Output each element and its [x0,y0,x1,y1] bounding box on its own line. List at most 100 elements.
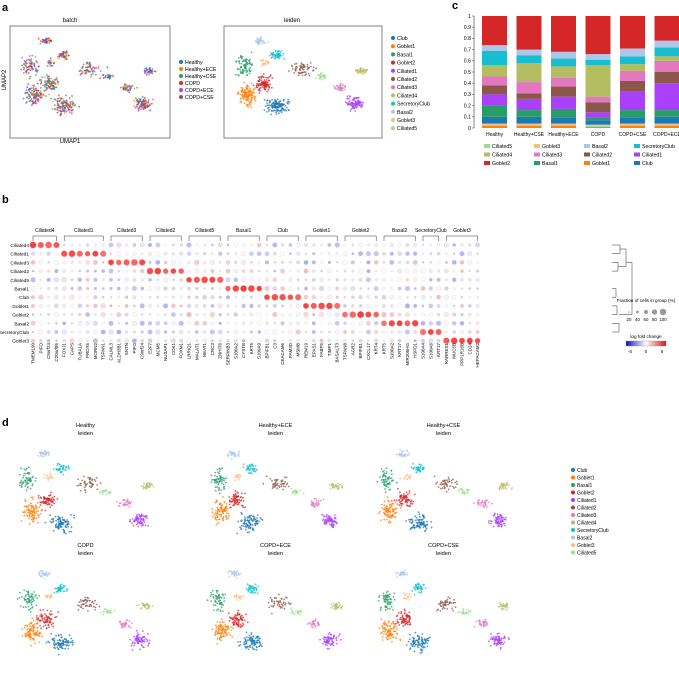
umap-point [56,497,59,500]
umap-point [141,630,144,633]
dotplot-dot [195,313,199,317]
dotplot-dot [93,329,98,335]
umap-point [237,453,240,456]
dotplot-dot [351,278,355,282]
umap-point [237,641,240,643]
dotplot-dot [141,252,144,255]
umap-point [379,510,381,513]
dotplot-dot [249,251,254,256]
umap-point [148,485,151,488]
umap-point [44,509,47,512]
umap-point [341,484,343,487]
dotplot-dot [398,339,402,343]
umap-point [18,596,21,599]
umap-point [353,104,356,106]
dotplot-gene-label: RARRES1 [444,343,449,365]
umap-point [412,467,415,470]
umap-point [36,94,39,97]
dotplot-dot [343,338,347,343]
umap-point [44,454,47,457]
umap-point [215,514,218,517]
dotplot-dot [133,304,136,308]
umap-point [142,487,145,490]
umap-point [356,101,359,103]
umap-point [257,80,259,82]
umap-point [237,492,239,494]
dotplot-dot [171,260,176,265]
umap-point [46,451,49,453]
dotplot-row-label: Ciliated1 [10,252,29,258]
umap-point [137,103,139,106]
umap-point [383,504,386,507]
dotplot-dot [349,311,357,318]
legend-label: Goblet1 [592,161,610,167]
dotplot-dot [421,304,425,308]
umap-point [25,509,28,511]
umap-point [220,480,223,483]
umap-point [105,490,107,492]
gene-group-label: Ciliated3 [117,228,137,234]
dotplot-row-label: Ciliated5 [10,278,29,284]
umap-point [246,97,249,99]
umap-point [151,102,153,105]
umap-point [35,510,38,513]
umap-point [336,486,339,489]
umap-point [242,522,245,525]
stacked-bar-segment [620,123,645,125]
dotplot-dot [375,278,378,281]
dotplot-dot [162,268,169,274]
umap-point [147,632,149,635]
dotplot-dot [328,330,331,334]
umap-point [91,601,93,603]
umap-point [255,40,257,42]
umap-point [28,472,31,474]
umap-point [507,484,510,487]
legend-swatch [179,88,183,92]
dotplot-dot [264,329,270,335]
dotplot-dot [397,277,402,283]
dotplot-dot [461,296,464,299]
umap-point [497,525,499,527]
dotplot-dot [218,312,222,317]
stacked-bar-segment [585,16,611,55]
umap-point [257,43,260,46]
umap-point [249,88,252,91]
umap-point [252,465,255,468]
dotplot-dot [30,251,36,256]
dotplot-dot [187,270,191,273]
umap-point [24,595,27,598]
dotplot-dot [311,260,316,265]
dotplot-dot [55,339,58,342]
umap-point [41,500,44,503]
umap-point [331,519,333,521]
dotplot-gene-label: FOXJ1 [62,343,67,358]
umap-point [245,99,248,102]
umap-point [139,648,141,651]
umap-point [240,55,243,58]
dotplot-dot [288,329,293,335]
dotplot-dot [397,286,402,291]
dotplot-dot [443,337,450,344]
dotplot-dot [388,320,395,327]
umap-point [233,451,236,454]
umap-point [133,87,136,90]
panel-letter-b: b [2,194,9,206]
umap-point [387,511,389,513]
umap-point [316,499,318,502]
umap-point [25,514,28,516]
dotplot-dot [390,330,394,334]
umap-point [64,51,66,54]
umap-point [30,636,33,638]
umap-point [60,470,63,473]
umap-point [60,112,62,115]
dotplot-dot [382,251,386,256]
dotplot-gene-label: FABP5 [319,343,324,358]
dotplot-dot [194,320,200,326]
umap-point [409,502,412,505]
dotplot-dot [468,269,472,273]
umap-point [47,85,50,87]
umap-point [58,53,61,56]
dotplot-dot [85,330,90,334]
dotplot-dot [444,260,448,264]
umap-point [483,500,486,503]
